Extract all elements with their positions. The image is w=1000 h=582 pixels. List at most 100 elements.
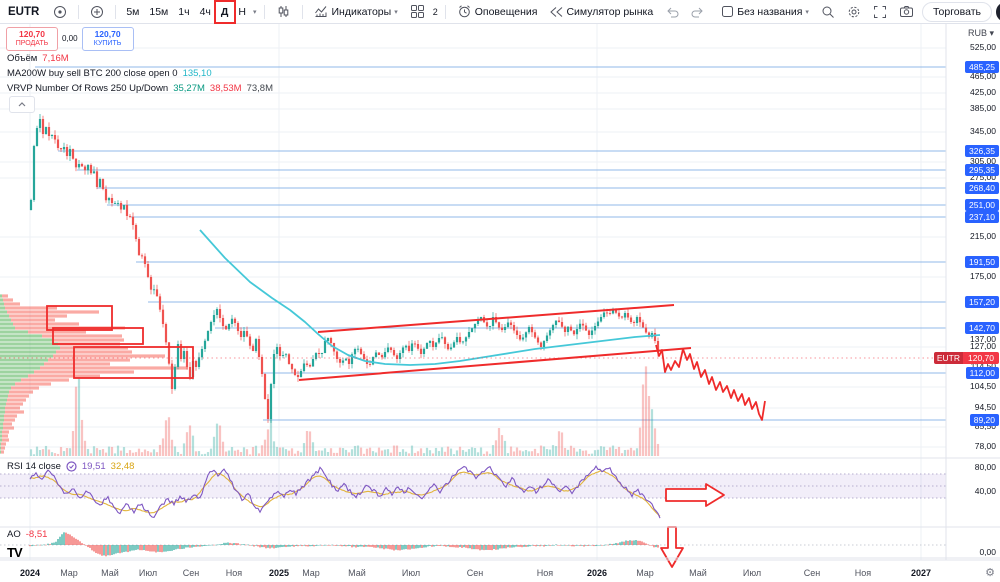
price-axis-label: 78,00	[974, 441, 996, 451]
plus-circle-icon	[91, 5, 104, 18]
chart-type-button[interactable]	[272, 2, 295, 21]
volume-legend-value: 7,16М	[42, 53, 69, 64]
indicators-icon	[314, 6, 326, 17]
currency-selector[interactable]: RUB ▾	[967, 28, 994, 38]
legend-vrvp[interactable]: VRVP Number Of Rows 250 Up/Down 35,27М 3…	[7, 83, 273, 94]
layout-name-label: Без названия	[737, 5, 803, 18]
legend-volume[interactable]: Объём 7,16М	[7, 53, 69, 64]
alert-price-chip: 268,40	[965, 182, 999, 194]
undo-button[interactable]	[661, 4, 683, 20]
publish-button[interactable]: Опублик	[996, 1, 1000, 22]
sell-price: 120,70	[19, 29, 45, 39]
alert-price-chip: 89,20	[969, 414, 999, 426]
alerts-button[interactable]: Оповещения	[453, 2, 542, 21]
timeframe-5m[interactable]: 5м	[126, 5, 140, 18]
volume-profile	[0, 294, 188, 454]
rsi-lines[interactable]	[29, 465, 661, 519]
drawing-annotations[interactable]	[46, 304, 766, 568]
undo-icon	[667, 7, 679, 17]
alert-lines[interactable]	[35, 66, 946, 421]
price-axis-label: 385,00	[970, 103, 996, 113]
alert-price-chip: 326,35	[965, 145, 999, 157]
grid-layout-icon	[410, 5, 424, 18]
time-axis-year-label: 2027	[910, 568, 932, 578]
price-axis-label: 94,50	[974, 402, 996, 412]
rsi-value-1: 19,51	[81, 461, 106, 472]
fullscreen-icon	[873, 5, 886, 18]
alerts-label: Оповещения	[474, 5, 538, 18]
alert-price-chip: 251,00	[965, 199, 999, 211]
tradingview-logo[interactable]: TV	[7, 545, 23, 560]
pane-separators	[0, 24, 1000, 561]
alert-price-chip: 112,00	[965, 367, 999, 379]
chevron-down-icon[interactable]: ▾	[252, 8, 257, 16]
timeframe-week[interactable]: Н	[238, 5, 246, 18]
price-axis-label: 345,00	[970, 126, 996, 136]
indicators-button[interactable]: Индикаторы ▾	[310, 2, 402, 21]
divider	[263, 4, 265, 19]
time-axis-year-label: 2024	[19, 568, 41, 578]
collapse-legend-button[interactable]	[9, 96, 35, 113]
alert-price-chip: 142,70	[965, 322, 999, 334]
timeframe-day-active[interactable]: Д	[213, 0, 238, 24]
gear-icon	[848, 6, 860, 17]
price-axis-label: 104,50	[970, 381, 996, 391]
vrvp-up-value: 35,27М	[173, 83, 205, 94]
sell-button[interactable]: 120,70 ПРОДАТЬ	[6, 27, 58, 51]
price-axis-label: 137,00	[970, 334, 996, 344]
legend-rsi[interactable]: RSI 14 close 19,51 32,48	[7, 461, 134, 472]
ma200w-line[interactable]	[199, 229, 661, 366]
replay-button[interactable]: Симулятор рынка	[545, 4, 657, 20]
layout-count-badge[interactable]: 2	[432, 6, 438, 17]
time-axis-month-label: Май	[689, 568, 707, 578]
alert-price-chip: 191,50	[965, 256, 999, 268]
volume-legend-label: Объём	[7, 53, 38, 64]
timeframe-1h[interactable]: 1ч	[178, 5, 190, 18]
time-axis-month-label: Ноя	[225, 568, 243, 578]
time-axis-month-label: Июл	[401, 568, 421, 578]
symbol-ticker[interactable]: EUTR	[8, 5, 40, 18]
price-axis-label: 525,00	[970, 42, 996, 52]
divider	[444, 4, 446, 19]
time-axis-month-label: Сен	[466, 568, 484, 578]
vrvp-total-value: 73,8М	[246, 83, 273, 94]
screenshot-button[interactable]	[895, 3, 918, 20]
rsi-band	[0, 473, 946, 546]
eye-icon[interactable]	[49, 3, 71, 21]
compare-add-button[interactable]	[86, 3, 108, 21]
legend-ao[interactable]: AO -8,51	[7, 529, 47, 540]
trade-button[interactable]: Торговать	[921, 1, 992, 22]
price-axis-label: 465,00	[970, 71, 996, 81]
rsi-axis-label: 40,00	[974, 486, 996, 496]
chevron-down-icon: ▾	[805, 8, 809, 16]
layout-grid-button[interactable]	[406, 2, 429, 21]
redo-button[interactable]	[687, 4, 709, 20]
time-axis-month-label: Июл	[742, 568, 762, 578]
quick-search-button[interactable]	[817, 3, 839, 21]
time-axis-month-label: Мар	[636, 568, 654, 578]
legend-ma200w[interactable]: MA200W buy sell BTC 200 close open 0 135…	[7, 68, 212, 79]
settings-button[interactable]	[843, 3, 865, 21]
time-axis-month-label: Ноя	[854, 568, 872, 578]
chevron-down-icon: ▾	[394, 8, 398, 16]
save-checkbox-icon	[722, 6, 734, 17]
divider	[115, 4, 117, 19]
layout-save-button[interactable]: Без названия ▾	[717, 3, 813, 20]
redo-icon	[691, 7, 703, 17]
rsi-axis-label: 80,00	[974, 462, 996, 472]
ma-legend-label: MA200W buy sell BTC 200 close open 0	[7, 68, 178, 79]
timeframe-4h[interactable]: 4ч	[199, 5, 211, 18]
time-axis-year-label: 2025	[268, 568, 290, 578]
buy-button[interactable]: 120,70 КУПИТЬ	[81, 27, 134, 51]
timeframe-15m[interactable]: 15м	[149, 5, 169, 18]
fullscreen-button[interactable]	[869, 3, 891, 21]
alert-price-chip: 237,10	[965, 211, 999, 223]
price-axis-label: 425,00	[970, 87, 996, 97]
time-axis-settings-gear-icon[interactable]: ⚙	[985, 567, 995, 579]
ao-axis-label: 0,00	[979, 547, 996, 557]
alarm-clock-icon	[458, 5, 470, 18]
time-axis-month-label: Ноя	[536, 568, 554, 578]
ao-histogram	[29, 532, 659, 557]
